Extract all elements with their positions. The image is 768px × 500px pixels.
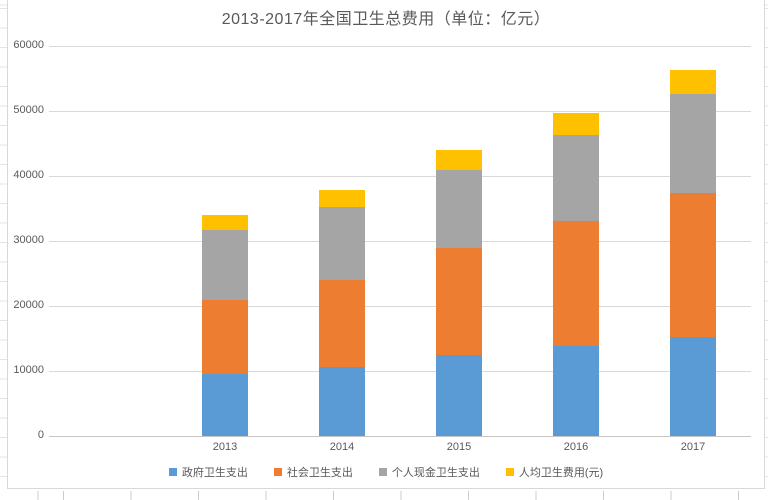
gridline bbox=[49, 241, 751, 242]
gridline bbox=[49, 306, 751, 307]
legend-marker-icon bbox=[505, 468, 514, 476]
legend-label: 社会卫生支出 bbox=[286, 467, 353, 479]
bar-segment-per-capita-health-expense[interactable] bbox=[436, 150, 482, 170]
y-axis-tick-label: 30000 bbox=[13, 234, 44, 246]
bar-segment-per-capita-health-expense[interactable] bbox=[670, 70, 716, 95]
bar-segment-government-health-expenditure[interactable] bbox=[319, 367, 365, 436]
bar-segment-government-health-expenditure[interactable] bbox=[436, 354, 482, 436]
bar-segment-per-capita-health-expense[interactable] bbox=[319, 189, 365, 207]
bar-2017[interactable] bbox=[670, 70, 716, 436]
x-axis-label-2014: 2014 bbox=[329, 441, 355, 453]
x-axis-line bbox=[49, 436, 751, 437]
legend-label: 人均卫生费用(元) bbox=[518, 467, 604, 479]
y-axis-tick-label: 0 bbox=[37, 429, 44, 441]
bar-segment-social-health-expenditure[interactable] bbox=[202, 299, 248, 374]
bar-2015[interactable] bbox=[436, 150, 482, 436]
bar-segment-government-health-expenditure[interactable] bbox=[553, 345, 599, 436]
chart-area[interactable]: 2013-2017年全国卫生总费用（单位：亿元） 0 10000 20000 3000… bbox=[7, 0, 765, 489]
legend-marker-icon bbox=[168, 468, 177, 476]
gridline bbox=[49, 111, 751, 112]
gridline bbox=[49, 176, 751, 177]
legend-item-personal-cash-health-expenditure[interactable]: 个人现金卫生支出 bbox=[378, 464, 480, 480]
x-axis-label-2017: 2017 bbox=[680, 441, 706, 453]
legend-marker-icon bbox=[378, 468, 387, 476]
plot-area: 0 10000 20000 30000 40000 50000 60000 2013 2014 2… bbox=[8, 0, 764, 488]
y-axis-tick-label: 20000 bbox=[13, 299, 44, 311]
bar-segment-personal-cash-health-expenditure[interactable] bbox=[319, 206, 365, 280]
x-axis-label-2013: 2013 bbox=[212, 441, 238, 453]
legend: 政府卫生支出 社会卫生支出 个人现金卫生支出 人均卫生费用(元) bbox=[8, 464, 764, 480]
y-axis-tick-label: 60000 bbox=[13, 39, 44, 51]
bar-2014[interactable] bbox=[319, 189, 365, 436]
bar-segment-government-health-expenditure[interactable] bbox=[670, 337, 716, 436]
bar-segment-per-capita-health-expense[interactable] bbox=[202, 215, 248, 231]
bar-segment-personal-cash-health-expenditure[interactable] bbox=[553, 134, 599, 222]
bar-2013[interactable] bbox=[202, 215, 248, 436]
y-axis-tick-label: 40000 bbox=[13, 169, 44, 181]
legend-label: 政府卫生支出 bbox=[181, 467, 248, 479]
bar-segment-personal-cash-health-expenditure[interactable] bbox=[202, 230, 248, 300]
y-axis-tick-label: 50000 bbox=[13, 104, 44, 116]
chart-title[interactable]: 2013-2017年全国卫生总费用（单位：亿元） bbox=[221, 11, 551, 28]
legend-item-social-health-expenditure[interactable]: 社会卫生支出 bbox=[273, 464, 353, 480]
legend-item-per-capita-health-expense[interactable]: 人均卫生费用(元) bbox=[505, 464, 604, 480]
bar-segment-government-health-expenditure[interactable] bbox=[202, 373, 248, 436]
worksheet-column-gridlines bbox=[0, 491, 768, 500]
x-axis-label-2015: 2015 bbox=[446, 441, 472, 453]
legend-item-government-health-expenditure[interactable]: 政府卫生支出 bbox=[168, 464, 248, 480]
x-axis-label-2016: 2016 bbox=[563, 441, 589, 453]
gridline bbox=[49, 46, 751, 47]
y-axis-tick-label: 10000 bbox=[13, 364, 44, 376]
bar-segment-social-health-expenditure[interactable] bbox=[436, 247, 482, 355]
legend-label: 个人现金卫生支出 bbox=[391, 467, 480, 479]
bar-segment-social-health-expenditure[interactable] bbox=[670, 192, 716, 338]
bar-segment-social-health-expenditure[interactable] bbox=[319, 279, 365, 368]
bar-segment-per-capita-health-expense[interactable] bbox=[553, 113, 599, 135]
gridline bbox=[49, 371, 751, 372]
bar-segment-personal-cash-health-expenditure[interactable] bbox=[436, 169, 482, 248]
legend-marker-icon bbox=[273, 468, 282, 476]
bar-2016[interactable] bbox=[553, 113, 599, 436]
bar-segment-social-health-expenditure[interactable] bbox=[553, 221, 599, 346]
bar-segment-personal-cash-health-expenditure[interactable] bbox=[670, 94, 716, 193]
